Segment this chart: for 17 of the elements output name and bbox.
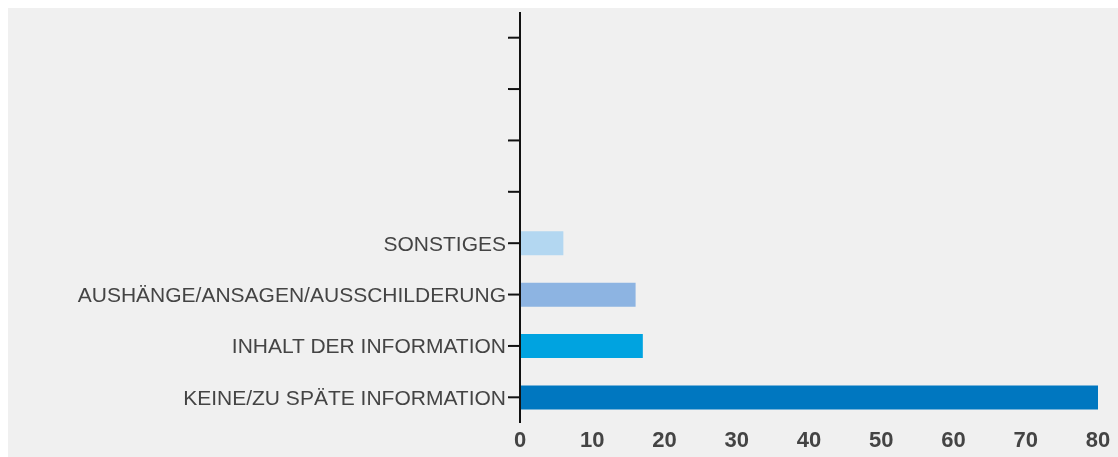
y-tick-label: AUSHÄNGE/ANSAGEN/AUSSCHILDERUNG [77, 283, 506, 307]
y-tick-label: INHALT DER INFORMATION [231, 334, 506, 358]
x-tick-label: 50 [869, 426, 894, 452]
bar [520, 231, 564, 256]
x-tick-label: 70 [1013, 426, 1038, 452]
x-tick-label: 20 [652, 426, 677, 452]
y-tick-label: SONSTIGES [383, 231, 506, 255]
y-tick-label: KEINE/ZU SPÄTE INFORMATION [183, 385, 506, 409]
bar [520, 385, 1098, 410]
bar [520, 334, 643, 359]
x-tick-label: 0 [513, 426, 527, 452]
x-tick-label: 80 [1085, 426, 1111, 452]
x-tick-label: 30 [724, 426, 749, 452]
x-tick-label: 40 [796, 426, 822, 452]
x-tick-label: 60 [941, 426, 966, 452]
x-tick-label: 10 [580, 426, 605, 452]
bar [520, 282, 636, 307]
